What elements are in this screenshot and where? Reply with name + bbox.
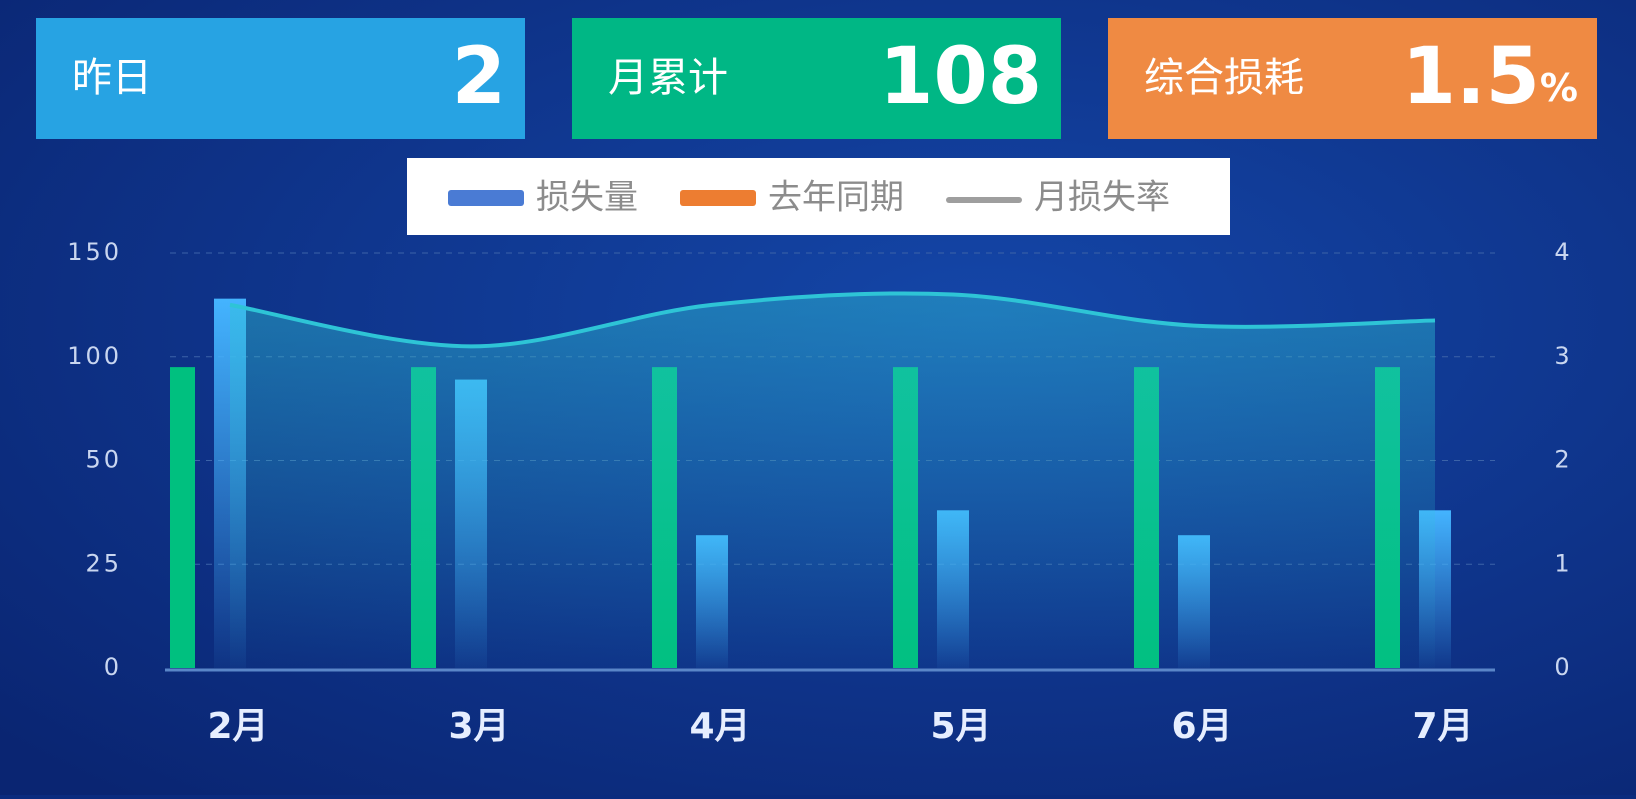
y2-tick-label: 3: [1554, 342, 1569, 370]
y2-tick-label: 2: [1554, 446, 1569, 474]
line-area: [230, 293, 1435, 668]
kpi-value: 2: [452, 32, 506, 122]
y2-tick-label: 4: [1554, 238, 1569, 266]
kpi-card: [572, 18, 1061, 139]
x-tick-label: 2月: [207, 706, 268, 747]
y2-tick-label: 1: [1554, 549, 1569, 577]
y2-tick-label: 0: [1554, 653, 1569, 681]
y-tick-label: 150: [67, 238, 122, 266]
legend-swatch: [448, 190, 524, 206]
x-tick-label: 3月: [448, 706, 509, 747]
y-tick-label: 50: [85, 446, 122, 474]
kpi-card: [36, 18, 525, 139]
kpi-value-group: 1.5%: [1402, 32, 1578, 122]
legend-swatch: [680, 190, 756, 206]
legend-label: 损失量: [536, 178, 638, 218]
legend-label: 去年同期: [768, 178, 904, 218]
line: [229, 291, 1436, 349]
y-tick-label: 25: [85, 549, 122, 577]
legend-label: 月损失率: [1034, 178, 1170, 218]
kpi-value-group: 108: [879, 32, 1042, 122]
kpi-value-group: 2: [452, 32, 506, 122]
x-tick-label: 7月: [1412, 706, 1473, 747]
kpi-label: 综合损耗: [1144, 55, 1304, 101]
kpi-value: 1.5: [1402, 32, 1540, 122]
x-tick-label: 6月: [1171, 706, 1232, 747]
y-tick-label: 0: [104, 653, 122, 681]
kpi-value: 108: [879, 32, 1042, 122]
legend-box: [407, 158, 1230, 235]
legend-swatch: [946, 197, 1022, 203]
x-tick-label: 4月: [689, 706, 750, 747]
kpi-unit: %: [1540, 66, 1578, 110]
kpi-label: 昨日: [72, 55, 152, 101]
bar: [170, 367, 195, 668]
y-tick-label: 100: [67, 342, 122, 370]
kpi-label: 月累计: [608, 55, 728, 101]
x-tick-label: 5月: [930, 706, 991, 747]
kpi-card: [1108, 18, 1597, 139]
